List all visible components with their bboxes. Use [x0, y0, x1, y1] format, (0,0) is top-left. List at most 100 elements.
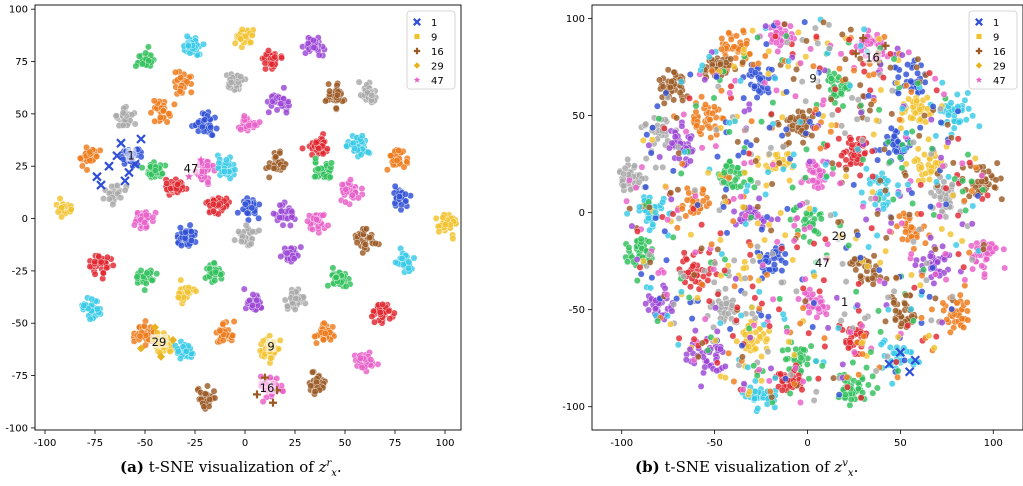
scatter-point [692, 102, 700, 110]
scatter-point [816, 287, 823, 295]
scatter-point [808, 132, 816, 140]
class-marker-16 [881, 41, 890, 50]
scatter-point [765, 377, 773, 385]
scatter-point [739, 386, 747, 394]
scatter-point [847, 160, 854, 168]
scatter-point [669, 233, 677, 241]
scatter-point [859, 350, 866, 358]
x-tick-label: -25 [187, 438, 203, 449]
scatter-point [927, 168, 935, 175]
scatter-point [705, 297, 713, 305]
scatter-point [915, 225, 923, 233]
scatter-point [720, 178, 728, 186]
scatter-point [655, 115, 663, 123]
scatter-point [304, 217, 311, 225]
scatter-point [721, 267, 729, 274]
scatter-point [861, 150, 869, 158]
scatter-point [939, 242, 946, 250]
scatter-point [266, 332, 274, 340]
scatter-point [133, 273, 141, 281]
scatter-point [277, 207, 285, 215]
scatter-point [626, 176, 633, 184]
scatter-point [751, 294, 759, 302]
scatter-point [792, 364, 800, 372]
scatter-point [138, 164, 146, 172]
scatter-point [204, 178, 212, 186]
scatter-point [814, 305, 822, 313]
class-marker-1 [96, 180, 106, 190]
scatter-point [980, 245, 987, 253]
scatter-point [918, 288, 926, 295]
scatter-point [792, 92, 799, 100]
scatter-point [993, 159, 1001, 167]
scatter-point [723, 229, 731, 237]
scatter-point [844, 383, 851, 391]
scatter-point [659, 163, 667, 171]
scatter-point [887, 64, 894, 72]
scatter-point [926, 293, 933, 301]
scatter-point [801, 18, 809, 26]
scatter-point [902, 82, 910, 90]
scatter-point [794, 29, 802, 36]
scatter-point [842, 166, 850, 173]
scatter-point [964, 316, 972, 324]
scatter-point [374, 360, 382, 368]
scatter-point [643, 131, 651, 139]
scatter-point [942, 276, 950, 283]
tsne-plot-a: -100 -75 -50 -25 0 25 50 75 100-100-75-50-250255… [5, 4, 462, 449]
scatter-point [187, 88, 195, 96]
scatter-point [282, 109, 290, 117]
scatter-point [668, 139, 676, 147]
scatter-points [616, 16, 1009, 415]
scatter-point [790, 237, 798, 245]
scatter-point [969, 112, 977, 120]
scatter-point [310, 37, 317, 44]
scatter-point [691, 248, 699, 256]
scatter-point [368, 92, 376, 99]
scatter-point [713, 327, 721, 335]
scatter-point [713, 367, 721, 375]
scatter-point [149, 213, 157, 221]
scatter-point [858, 136, 866, 144]
scatter-point [865, 92, 872, 100]
scatter-point [898, 51, 906, 59]
scatter-point [764, 85, 772, 92]
scatter-point [895, 89, 902, 97]
scatter-point [686, 135, 694, 143]
scatter-point [763, 213, 771, 221]
scatter-point [362, 225, 370, 233]
scatter-point [800, 346, 808, 354]
scatter-point [691, 327, 699, 334]
scatter-point [901, 300, 909, 308]
scatter-point [869, 173, 877, 180]
legend-marker-29 [413, 62, 421, 69]
scatter-point [680, 111, 688, 118]
scatter-point [978, 262, 986, 270]
scatter-point [691, 186, 699, 194]
scatter-point [895, 212, 903, 220]
scatter-point [267, 354, 275, 362]
scatter-point [986, 244, 994, 252]
scatter-point [933, 86, 941, 94]
panel-b: -100 -50 0 50 100 -100 -50 0 50 100 16 9 29 47 1 1 9 16 29… [540, 0, 1023, 486]
scatter-point [684, 269, 692, 276]
scatter-point [717, 345, 724, 353]
scatter-point [321, 329, 329, 337]
scatter-point [372, 239, 379, 247]
scatter-point [767, 110, 775, 118]
scatter-point [277, 100, 285, 108]
scatter-point [659, 198, 667, 206]
scatter-point [355, 194, 362, 202]
scatter-point [931, 294, 939, 302]
scatter-point [733, 303, 741, 311]
scatter-point [781, 250, 789, 258]
scatter-point [932, 333, 940, 340]
scatter-point [771, 75, 779, 82]
scatter-point [782, 32, 790, 40]
class-marker-1 [92, 171, 102, 182]
y-tick-label: -100 [5, 423, 28, 434]
annotation-bg [150, 334, 168, 349]
scatter-point [894, 181, 902, 189]
scatter-point [121, 186, 129, 194]
scatter-point [319, 150, 327, 158]
